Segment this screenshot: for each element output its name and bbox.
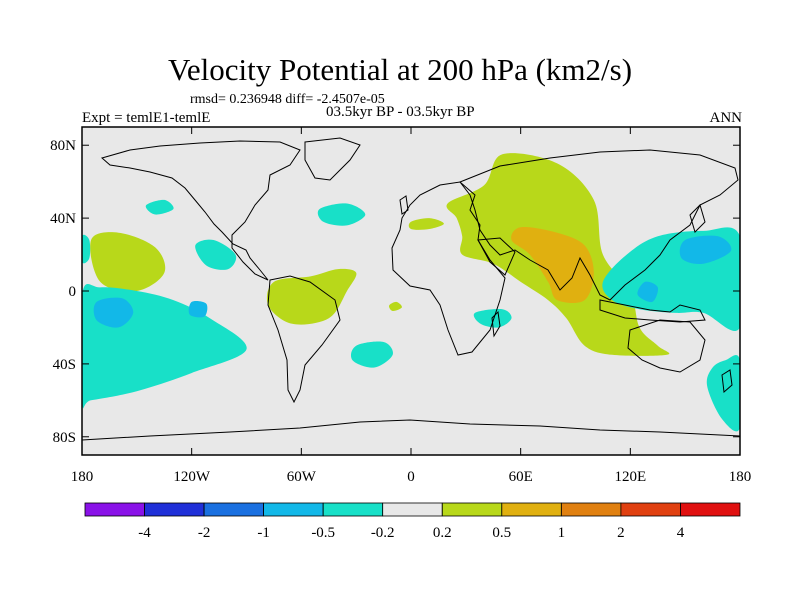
lat-label: 80N (50, 138, 76, 154)
colorbar-label: -2 (198, 525, 211, 541)
season-label: ANN (709, 110, 743, 126)
colorbar-swatch (322, 502, 384, 517)
lon-label: 0 (407, 469, 415, 485)
region-north-atlantic-negative (317, 203, 366, 226)
colorbar-label: 0.5 (492, 525, 511, 541)
region-sp-core-1 (93, 297, 134, 328)
region-south-atlantic-negative (350, 341, 393, 368)
colorbar-label: -1 (257, 525, 270, 541)
colorbar-label: -0.5 (311, 525, 335, 541)
colorbar-label: 4 (677, 525, 685, 541)
colorbar-swatch (84, 502, 145, 517)
lat-label: 40N (50, 211, 76, 227)
lon-label: 120W (173, 469, 211, 485)
region-far-west-negative (82, 234, 91, 264)
region-maritime-core-1 (679, 235, 732, 264)
region-asia-core (511, 226, 594, 303)
colorbar-swatch (382, 502, 443, 517)
axis-ticks: 80N 40N 0 40S 80S 180 120W 60W 0 60E 120E 180 (50, 127, 751, 485)
lat-label: 80S (53, 430, 76, 446)
colorbar-swatch (620, 502, 681, 517)
region-india-ocean-negative (473, 308, 512, 328)
colorbar: -4 -2 -1 -0.5 -0.2 0.2 0.5 1 2 4 (84, 502, 741, 541)
region-southeast-negative (706, 354, 740, 432)
colorbar-label: 0.2 (433, 525, 452, 541)
lon-label: 180 (729, 469, 752, 485)
region-mexico-negative (195, 239, 237, 270)
lon-label: 120E (614, 469, 646, 485)
lon-label: 60W (287, 469, 317, 485)
region-atlantic-small (388, 301, 402, 312)
contour-regions (82, 153, 740, 432)
colorbar-swatch (680, 502, 741, 517)
coastlines (82, 137, 740, 441)
colorbar-swatch (501, 502, 562, 517)
colorbar-swatch (441, 502, 503, 517)
lat-label: 40S (53, 357, 76, 373)
colorbar-label: 1 (558, 525, 566, 541)
lat-label: 0 (69, 284, 77, 300)
colorbar-swatch (144, 502, 205, 517)
colorbar-swatch (203, 502, 265, 517)
experiment-label: Expt = temlE1-temlE (82, 110, 211, 126)
region-maritime-core-2 (637, 281, 659, 303)
lon-label: 180 (71, 469, 94, 485)
colorbar-label: -0.2 (371, 525, 395, 541)
colorbar-label: 2 (617, 525, 625, 541)
period-label: 03.5kyr BP - 03.5kyr BP (326, 104, 475, 120)
region-atlantic-positive (266, 268, 357, 325)
colorbar-swatch (263, 502, 324, 517)
region-mideast-patch (408, 218, 444, 230)
colorbar-label: -4 (138, 525, 151, 541)
region-north-pacific-negative (145, 199, 174, 215)
stats-line: rmsd= 0.236948 diff= -2.4507e-05 (190, 92, 385, 107)
region-sp-core-2 (188, 301, 208, 318)
plot-title: Velocity Potential at 200 hPa (km2/s) (167, 52, 633, 87)
region-pacific-positive-north (90, 232, 166, 292)
lon-label: 60E (509, 469, 533, 485)
colorbar-swatch (561, 502, 622, 517)
